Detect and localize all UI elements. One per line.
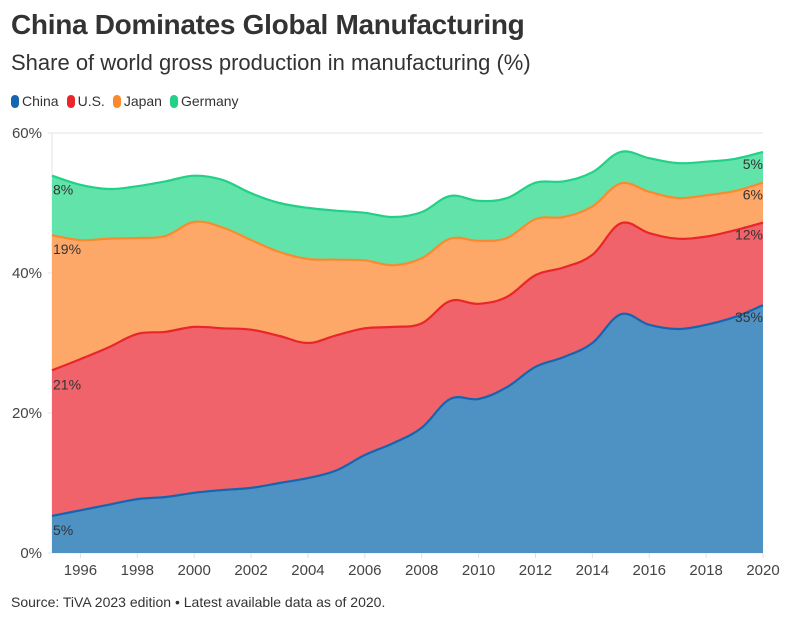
line-japan [51, 181, 764, 267]
y-tick-label: 20% [12, 405, 42, 422]
x-tick-label: 2006 [348, 562, 381, 579]
chart-subtitle: Share of world gross production in manuf… [11, 50, 531, 75]
data-label-china-2020: 35% [735, 309, 763, 325]
legend-label-us: U.S. [77, 93, 105, 109]
x-tick-label: 2012 [519, 562, 552, 579]
legend-swatch-china [11, 94, 19, 108]
x-tick-label: 2014 [576, 562, 609, 579]
line-germany [51, 150, 764, 219]
legend-item-us[interactable]: U.S. [66, 93, 105, 109]
y-tick-label: 60% [12, 125, 42, 142]
legend-label-china: China [22, 93, 59, 109]
legend-item-germany[interactable]: Germany [169, 93, 239, 109]
legend-item-japan[interactable]: Japan [112, 93, 162, 109]
legend-label-japan: Japan [123, 93, 162, 109]
x-tick-label: 2000 [178, 562, 211, 579]
legend-item-china[interactable]: China [11, 93, 59, 109]
x-tick-label: 2020 [746, 562, 779, 579]
area-germany [52, 151, 763, 266]
source-note: Source: TiVA 2023 edition • Latest avail… [11, 594, 386, 610]
data-labels: 8% 19% 21% 5% 5% 6% 12% 35% [53, 156, 763, 538]
line-us [51, 221, 764, 372]
series-areas [52, 151, 763, 553]
x-tick-label: 2010 [462, 562, 495, 579]
area-china [52, 305, 763, 553]
x-tick-label: 1998 [121, 562, 154, 579]
data-label-us-1995: 21% [53, 376, 81, 392]
x-tick-label: 2018 [689, 562, 722, 579]
legend-label-germany: Germany [180, 93, 239, 109]
data-label-china-1995: 5% [53, 522, 73, 538]
legend: China U.S. Japan Germany [11, 93, 239, 109]
chart-title: China Dominates Global Manufacturing [11, 9, 525, 40]
legend-swatch-us [66, 94, 75, 108]
x-tick-label: 1996 [64, 562, 97, 579]
data-label-germany-2020: 5% [743, 156, 763, 172]
x-tick-label: 2004 [291, 562, 324, 579]
legend-swatch-germany [169, 94, 178, 108]
x-tick-label: 2008 [405, 562, 438, 579]
area-japan [52, 182, 763, 371]
data-label-us-2020: 12% [735, 227, 763, 243]
axes: 0% 20% 40% 60% 1996 1998 2000 2002 2004 2006 2008 2… [12, 125, 780, 579]
legend-swatch-japan [112, 94, 121, 108]
x-tick-label: 2016 [633, 562, 666, 579]
line-china [51, 304, 764, 517]
data-label-japan-2020: 6% [743, 187, 763, 203]
y-tick-label: 40% [12, 265, 42, 282]
data-label-germany-1995: 8% [53, 182, 73, 198]
x-tick-label: 2002 [234, 562, 267, 579]
data-label-japan-1995: 19% [53, 241, 81, 257]
y-tick-label: 0% [20, 545, 42, 562]
series-lines [51, 150, 764, 517]
area-us [52, 222, 763, 516]
